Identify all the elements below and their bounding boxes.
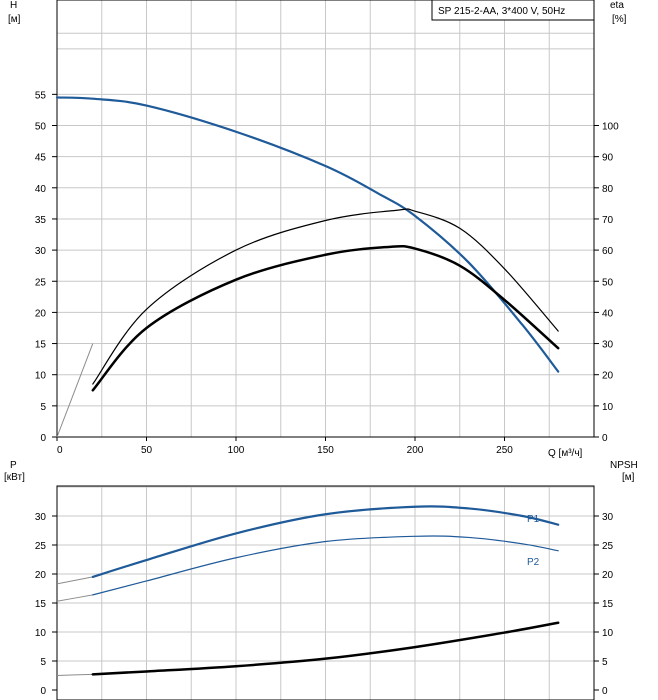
x-tick-label: 150 <box>317 445 334 456</box>
x-tick-label: 100 <box>228 445 245 456</box>
left-tick-label: 15 <box>35 340 47 351</box>
extrapolation-line <box>56 594 93 602</box>
series-line-head <box>55 96 560 373</box>
top-right-axis-label: eta <box>610 0 624 11</box>
top-series-lines <box>55 96 560 438</box>
right-tick-label: 60 <box>602 246 614 257</box>
top-right-axis-unit: [%] <box>612 14 627 25</box>
left-tick-label: 45 <box>35 153 47 164</box>
left-tick-label: 40 <box>35 184 47 195</box>
series-line-efficiency-thick <box>91 244 560 392</box>
series-label-p2: P2 <box>527 557 540 568</box>
extrapolation-line <box>56 673 93 676</box>
x-tick-label: 200 <box>407 445 424 456</box>
left-tick-label: 20 <box>35 308 47 319</box>
bottom-right-axis-unit: [м] <box>622 472 635 483</box>
bottom-right-axis-label: NPSH <box>610 460 638 471</box>
left-tick-label: 50 <box>35 122 47 133</box>
right-tick-label: 30 <box>602 340 614 351</box>
left-tick-label: 25 <box>35 277 47 288</box>
top-right-tick-labels: 0 10 20 30 40 50 60 70 80 90 100 <box>594 122 619 444</box>
right-tick-label: 25 <box>602 541 614 552</box>
power-npsh-panel: 0 5 10 15 20 25 30 0 5 10 15 20 25 30 P [кВт] NPSH [… <box>4 460 638 700</box>
right-tick-label: 20 <box>602 371 614 382</box>
right-tick-label: 5 <box>602 657 608 668</box>
bottom-left-tick-labels: 0 5 10 15 20 25 30 <box>35 512 57 697</box>
left-tick-label: 0 <box>40 433 46 444</box>
right-tick-label: 100 <box>602 122 619 133</box>
left-tick-label: 20 <box>35 570 47 581</box>
right-tick-label: 90 <box>602 153 614 164</box>
right-tick-label: 30 <box>602 512 614 523</box>
chart-title: SP 215-2-AA, 3*400 V, 50Hz <box>438 6 565 17</box>
series-line-efficiency-thin <box>92 208 559 385</box>
right-tick-label: 20 <box>602 570 614 581</box>
left-tick-label: 10 <box>35 371 47 382</box>
x-tick-label: 0 <box>57 445 63 456</box>
left-tick-label: 25 <box>35 541 47 552</box>
top-x-tick-labels: 0 50 100 150 200 250 <box>56 437 513 456</box>
bottom-left-axis-unit: [кВт] <box>4 472 25 483</box>
top-left-axis-label: H <box>10 0 17 11</box>
right-tick-label: 80 <box>602 184 614 195</box>
left-tick-label: 0 <box>40 686 46 697</box>
right-tick-label: 70 <box>602 215 614 226</box>
bottom-left-axis-label: P <box>10 460 17 471</box>
bottom-series-lines <box>56 505 560 676</box>
series-line-p2 <box>92 535 559 596</box>
series-label-p1: P1 <box>527 514 540 525</box>
extrapolation-line <box>56 343 94 438</box>
right-tick-label: 15 <box>602 599 614 610</box>
bottom-grid <box>57 486 594 700</box>
right-tick-label: 0 <box>602 686 608 697</box>
right-tick-label: 0 <box>602 433 608 444</box>
left-tick-label: 15 <box>35 599 47 610</box>
left-tick-label: 10 <box>35 628 47 639</box>
right-tick-label: 50 <box>602 277 614 288</box>
extrapolation-line <box>56 576 93 585</box>
title-box <box>431 0 595 21</box>
top-left-tick-labels: 0 5 10 15 20 25 30 35 40 45 50 55 <box>35 90 57 444</box>
left-tick-label: 30 <box>35 512 47 523</box>
left-tick-label: 5 <box>40 402 46 413</box>
left-tick-label: 55 <box>35 90 47 101</box>
right-tick-label: 10 <box>602 402 614 413</box>
series-line-p1 <box>91 505 560 578</box>
left-tick-label: 35 <box>35 215 47 226</box>
series-line-npsh <box>91 621 560 676</box>
right-tick-label: 10 <box>602 628 614 639</box>
right-tick-label: 40 <box>602 308 614 319</box>
x-tick-label: 250 <box>496 445 513 456</box>
top-grid <box>57 0 594 437</box>
x-axis-label: Q [м³/ч] <box>548 448 583 459</box>
top-left-axis-unit: [м] <box>8 14 21 25</box>
left-tick-label: 30 <box>35 246 47 257</box>
bottom-right-tick-labels: 0 5 10 15 20 25 30 <box>594 512 614 697</box>
bottom-plot-frame <box>56 485 595 700</box>
x-tick-label: 50 <box>141 445 153 456</box>
left-tick-label: 5 <box>40 657 46 668</box>
